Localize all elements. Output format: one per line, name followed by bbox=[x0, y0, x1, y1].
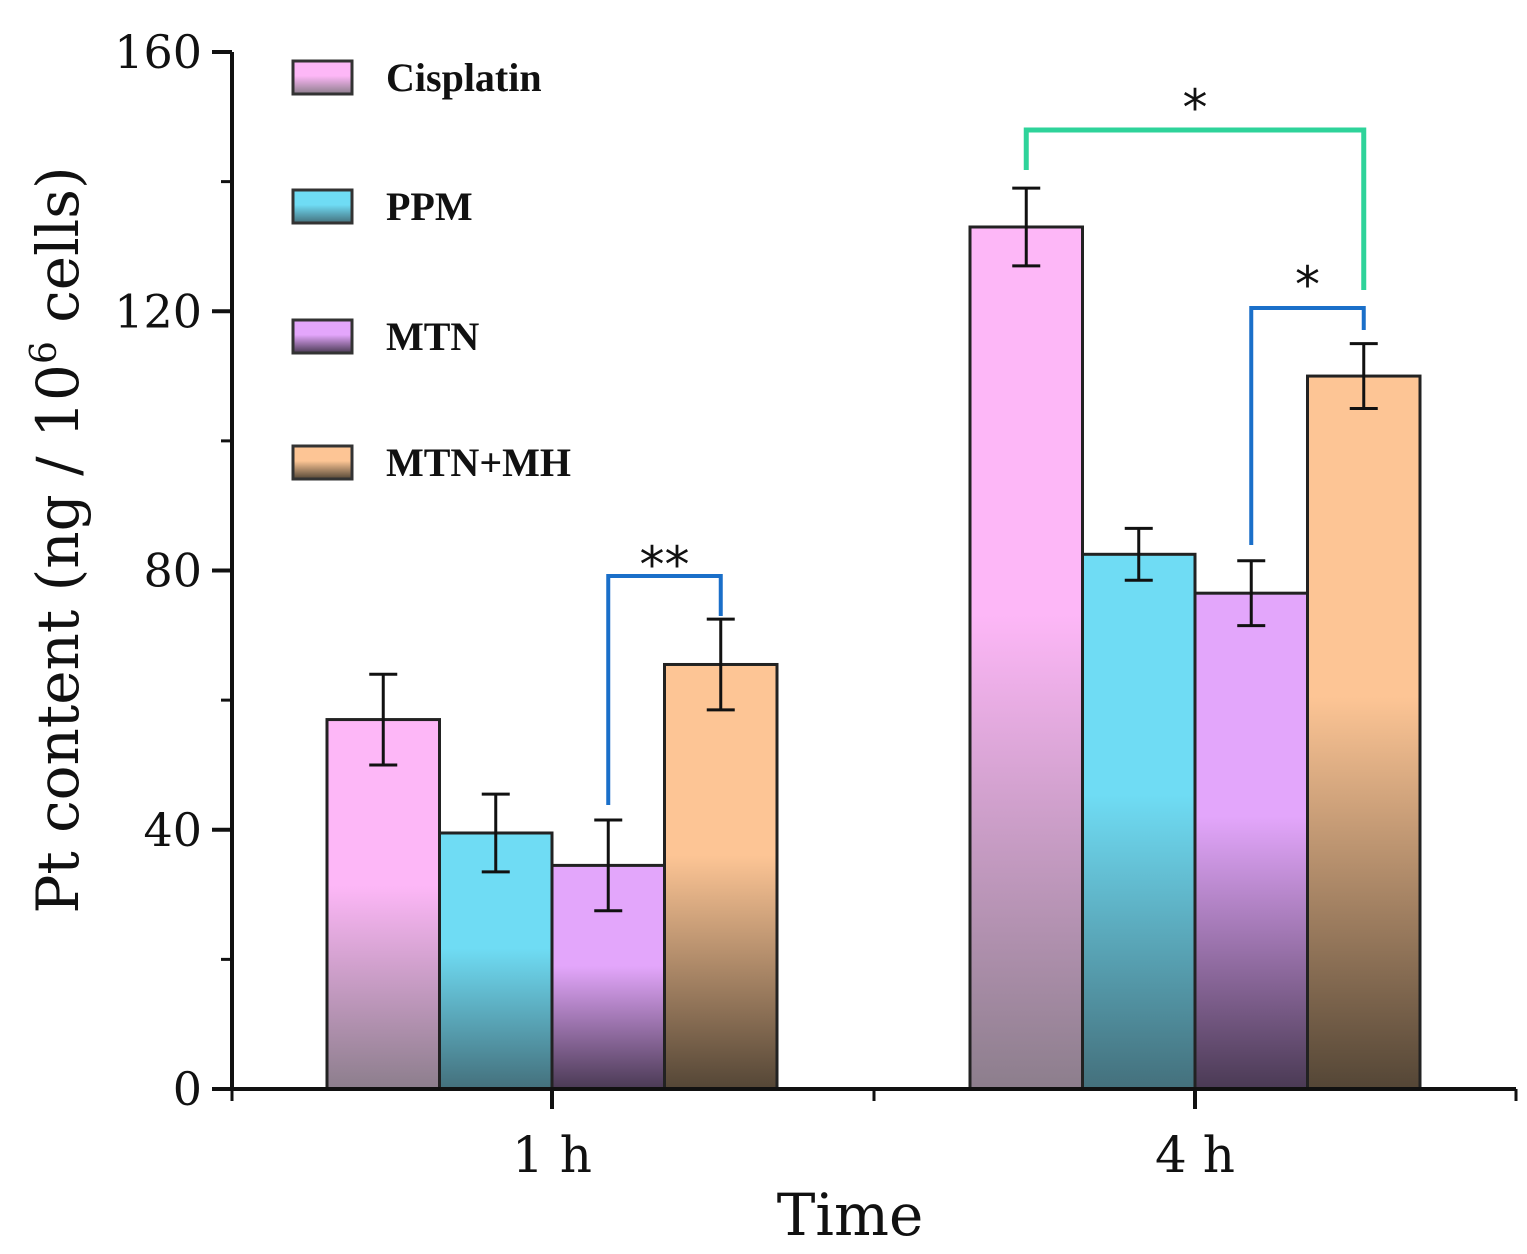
legend-swatch bbox=[291, 318, 354, 355]
x-tick-label: 4 h bbox=[1155, 1126, 1235, 1184]
bar-cisplatin-1h bbox=[325, 718, 441, 1091]
y-tick-label: 80 bbox=[143, 544, 202, 598]
legend-label: MTN+MH bbox=[386, 440, 571, 485]
ticks-layer: 0 40 80 120 160 1 h 4 h bbox=[114, 25, 1518, 1184]
significance-bracket: * bbox=[1249, 256, 1366, 545]
significance-layer: **** bbox=[606, 79, 1367, 805]
legend-item: Cisplatin bbox=[291, 55, 542, 100]
significance-label: * bbox=[1295, 256, 1320, 314]
legend-label: Cisplatin bbox=[386, 55, 542, 100]
legend-swatch bbox=[291, 444, 354, 481]
error-bar bbox=[481, 792, 510, 874]
error-bar bbox=[1012, 186, 1041, 268]
y-tick-label: 0 bbox=[173, 1062, 202, 1116]
y-axis-title-superscript: 6 bbox=[24, 341, 65, 364]
significance-label: * bbox=[1183, 79, 1208, 137]
legend-item: MTN bbox=[291, 314, 479, 359]
bars-layer bbox=[325, 225, 1422, 1091]
bar-mtn-mh-1h bbox=[663, 662, 779, 1091]
error-bar bbox=[1124, 526, 1153, 582]
legend-label: MTN bbox=[386, 314, 479, 359]
bar-ppm-4h bbox=[1081, 552, 1197, 1091]
legend-item: MTN+MH bbox=[291, 440, 571, 485]
bar-mtn-mh-4h bbox=[1306, 374, 1422, 1091]
error-bar bbox=[369, 672, 398, 767]
error-bar bbox=[1349, 342, 1378, 410]
error-bar bbox=[1237, 559, 1266, 628]
legend-swatch bbox=[291, 188, 354, 225]
significance-label: ** bbox=[640, 536, 690, 594]
x-axis-title: Time bbox=[777, 1181, 924, 1249]
error-bar bbox=[706, 617, 735, 712]
y-tick-label: 40 bbox=[143, 803, 202, 857]
x-tick-label: 1 h bbox=[512, 1126, 592, 1184]
y-tick-label: 120 bbox=[114, 284, 202, 338]
y-axis-title-suffix: cells) bbox=[24, 166, 92, 341]
error-bar bbox=[594, 818, 623, 913]
bar-mtn-4h bbox=[1193, 591, 1309, 1091]
legend: Cisplatin PPM MTN MTN+MH bbox=[291, 55, 571, 485]
bar-cisplatin-4h bbox=[968, 225, 1084, 1091]
significance-bracket: * bbox=[1023, 79, 1367, 290]
significance-bracket: ** bbox=[606, 536, 723, 805]
y-axis-title-prefix: Pt content (ng / 10 bbox=[24, 364, 92, 914]
bar-ppm-1h bbox=[438, 831, 554, 1091]
legend-label: PPM bbox=[386, 184, 473, 229]
legend-item: PPM bbox=[291, 184, 473, 229]
y-axis-title: Pt content (ng / 106 cells) bbox=[24, 166, 92, 913]
error-bars-layer bbox=[369, 186, 1378, 913]
legend-swatch bbox=[291, 59, 354, 96]
y-tick-label: 160 bbox=[114, 25, 202, 79]
